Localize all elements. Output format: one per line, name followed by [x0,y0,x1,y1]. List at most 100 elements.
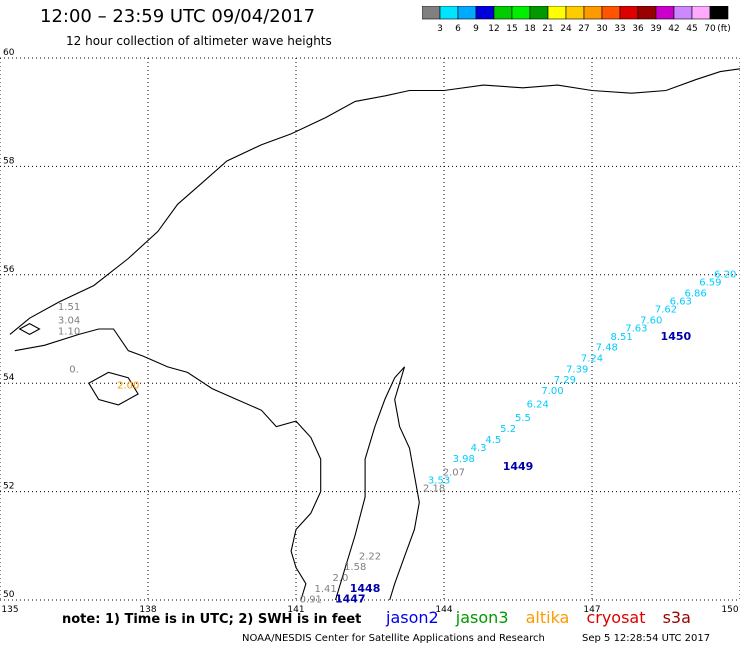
wave-height-label: 3.98 [453,454,475,465]
wave-height-label: 2.0 [332,573,348,584]
legend-jason3: jason3 [455,608,509,627]
island-outline [88,371,139,406]
wave-height-label: 2.18 [423,484,445,495]
pass-number-label: 1447 [335,593,366,606]
colorbar-swatch [457,6,477,20]
y-tick-label: 50 [3,590,15,600]
wave-height-label: 6.20 [714,270,736,281]
footer-credit: NOAA/NESDIS Center for Satellite Applica… [242,633,545,644]
x-tick-label: 144 [435,605,452,615]
colorbar-swatch [422,6,441,20]
wave-height-label: 5.5 [515,413,531,424]
wave-height-label: 2.00 [117,381,139,392]
wave-height-label: 7.48 [596,343,618,354]
map-chart: 135 138 141 144 147 1505052545658603.533.984.… [0,48,740,615]
wave-height-label: 7.00 [541,386,563,397]
x-tick-label: 135 [1,605,18,615]
colorbar-swatch [673,6,693,20]
y-tick-label: 56 [3,265,15,275]
coastline [14,328,322,601]
colorbar-swatch [529,6,549,20]
wave-height-label: 4.3 [471,443,487,454]
wave-height-label: 6.63 [670,297,692,308]
x-tick-label: 147 [583,605,600,615]
legend-jason2: jason2 [386,608,439,627]
colorbar-swatch [547,6,567,20]
wave-height-label: 6.24 [527,400,549,411]
colorbar-swatch [691,6,711,20]
colorbar-label: 15 [506,24,517,34]
island-outline [18,322,41,336]
wave-height-label: 7.29 [554,375,576,386]
wave-height-label: 0. [69,364,79,375]
colorbar-swatch [637,6,657,20]
colorbar-swatch [565,6,585,20]
colorbar-label: 18 [524,24,536,34]
wave-height-label: 1.58 [344,562,366,573]
legend-cryosat: cryosat [586,608,646,627]
colorbar-label: 36 [632,24,644,34]
coastline [9,68,740,335]
wave-height-label: 1.51 [58,302,80,313]
colorbar-swatch [619,6,639,20]
pass-number-label: 1450 [661,330,692,343]
x-tick-label: 141 [287,605,304,615]
wave-height-label: 8.51 [610,332,632,343]
colorbar-label: 33 [614,24,625,34]
footer-timestamp: Sep 5 12:28:54 UTC 2017 [582,633,711,644]
page-subtitle: 12 hour collection of altimeter wave hei… [66,34,332,48]
wave-height-label: 7.39 [566,364,588,375]
colorbar-unit: (ft) [717,24,731,34]
legend-s3a: s3a [662,608,691,627]
wave-height-label: 3.53 [428,475,450,486]
y-tick-label: 54 [3,373,15,383]
colorbar-swatch [493,6,513,20]
colorbar-swatch [511,6,531,20]
wave-height-label: 7.62 [655,305,677,316]
colorbar-label: 42 [668,24,679,34]
colorbar-label: 12 [488,24,499,34]
colorbar-label: 21 [542,24,553,34]
wave-height-label: 1.10 [58,326,80,337]
wave-height-label: 7.60 [640,316,662,327]
colorbar-label: 9 [473,24,479,34]
colorbar-label: 24 [560,24,572,34]
wave-height-label: 7.24 [581,354,603,365]
colorbar-label: 70 [704,24,716,34]
satellite-legend: jason2 jason3 altika cryosat s3a [386,608,703,627]
wave-height-label: 2.22 [359,551,381,562]
colorbar-swatch [583,6,603,20]
pass-number-label: 1448 [350,582,381,595]
y-tick-label: 58 [3,156,15,166]
wave-height-label: 1.41 [314,584,336,595]
x-tick-label: 138 [139,605,156,615]
coastline [334,366,420,601]
wave-height-label: 2.07 [443,467,465,478]
wave-height-label: 5.2 [500,424,516,435]
units-note: note: 1) Time is in UTC; 2) SWH is in fe… [62,612,362,627]
legend-altika: altika [525,608,570,627]
colorbar-swatch [601,6,621,20]
wave-height-label: 6.59 [699,278,721,289]
colorbar-swatch [439,6,459,20]
wave-height-label: 7.63 [625,324,647,335]
colorbar-label: 30 [596,24,608,34]
colorbar-label: 45 [686,24,697,34]
colorbar-swatch [709,6,729,20]
colorbar-label: 27 [578,24,589,34]
pass-number-label: 1449 [503,460,534,473]
wave-height-label: 4.5 [485,435,501,446]
page-title: 12:00 – 23:59 UTC 09/04/2017 [40,6,316,27]
wave-height-label: 3.04 [58,316,80,327]
colorbar-swatch [655,6,675,20]
y-tick-label: 60 [3,48,15,58]
wave-height-label: 0.91 [300,595,322,606]
x-tick-label: 150 [721,605,738,615]
colorbar-label: 3 [437,24,443,34]
wave-height-label: 6.86 [684,288,706,299]
y-tick-label: 52 [3,482,14,492]
color-scale-bar: 3 6 9 12 15 18 21 24 27 30 33 36 39 42 45 70 (ft) [422,6,731,34]
colorbar-label: 6 [455,24,461,34]
colorbar-swatch [475,6,495,20]
